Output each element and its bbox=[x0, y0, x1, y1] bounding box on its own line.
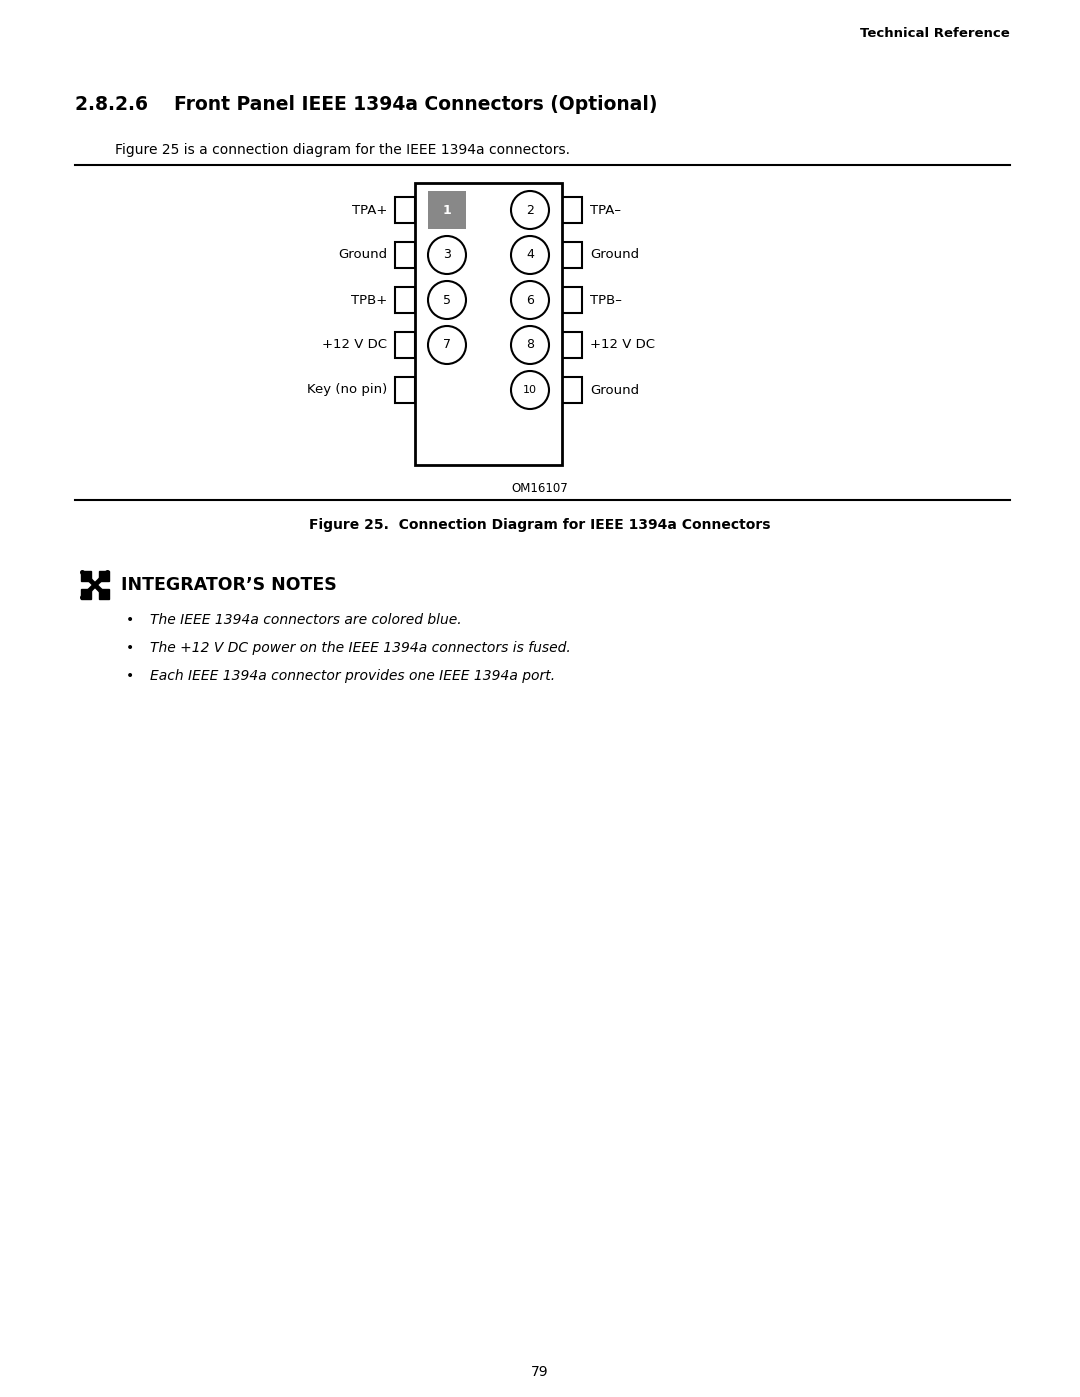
Text: Ground: Ground bbox=[590, 384, 639, 397]
Text: INTEGRATOR’S NOTES: INTEGRATOR’S NOTES bbox=[121, 576, 337, 594]
Bar bbox=[99, 571, 109, 581]
Text: Each IEEE 1394a connector provides one IEEE 1394a port.: Each IEEE 1394a connector provides one I… bbox=[150, 669, 555, 683]
Bar bbox=[562, 332, 582, 358]
Text: +12 V DC: +12 V DC bbox=[322, 338, 387, 352]
Text: Figure 25.  Connection Diagram for IEEE 1394a Connectors: Figure 25. Connection Diagram for IEEE 1… bbox=[309, 518, 771, 532]
Text: 1: 1 bbox=[443, 204, 451, 217]
Bar bbox=[428, 191, 465, 229]
Circle shape bbox=[511, 236, 549, 274]
Text: 7: 7 bbox=[443, 338, 451, 352]
Text: 3: 3 bbox=[443, 249, 451, 261]
Text: 6: 6 bbox=[526, 293, 534, 306]
Bar bbox=[562, 242, 582, 268]
Bar bbox=[81, 571, 91, 581]
Text: TPA–: TPA– bbox=[590, 204, 621, 217]
Text: •: • bbox=[126, 613, 134, 627]
Text: •: • bbox=[126, 641, 134, 655]
Text: 5: 5 bbox=[443, 293, 451, 306]
Text: 8: 8 bbox=[526, 338, 534, 352]
Text: 79: 79 bbox=[531, 1365, 549, 1379]
Bar bbox=[562, 286, 582, 313]
Bar bbox=[395, 242, 415, 268]
Text: 2: 2 bbox=[526, 204, 534, 217]
Text: 2.8.2.6    Front Panel IEEE 1394a Connectors (Optional): 2.8.2.6 Front Panel IEEE 1394a Connector… bbox=[75, 95, 658, 115]
Text: +12 V DC: +12 V DC bbox=[590, 338, 654, 352]
Text: 4: 4 bbox=[526, 249, 534, 261]
Text: Key (no pin): Key (no pin) bbox=[307, 384, 387, 397]
Text: TPB+: TPB+ bbox=[351, 293, 387, 306]
Text: Technical Reference: Technical Reference bbox=[861, 27, 1010, 41]
Text: The +12 V DC power on the IEEE 1394a connectors is fused.: The +12 V DC power on the IEEE 1394a con… bbox=[150, 641, 570, 655]
Text: Figure 25 is a connection diagram for the IEEE 1394a connectors.: Figure 25 is a connection diagram for th… bbox=[114, 142, 570, 156]
Circle shape bbox=[428, 281, 465, 319]
Bar bbox=[395, 332, 415, 358]
Circle shape bbox=[511, 191, 549, 229]
Bar bbox=[99, 588, 109, 599]
Text: TPA+: TPA+ bbox=[352, 204, 387, 217]
Bar bbox=[81, 588, 91, 599]
Text: Ground: Ground bbox=[338, 249, 387, 261]
Bar bbox=[562, 197, 582, 224]
Text: TPB–: TPB– bbox=[590, 293, 622, 306]
Circle shape bbox=[428, 236, 465, 274]
Circle shape bbox=[428, 326, 465, 365]
Circle shape bbox=[511, 326, 549, 365]
Circle shape bbox=[511, 372, 549, 409]
Text: OM16107: OM16107 bbox=[512, 482, 568, 495]
Text: 10: 10 bbox=[523, 386, 537, 395]
Bar bbox=[562, 377, 582, 402]
Bar bbox=[415, 183, 562, 465]
Bar bbox=[395, 286, 415, 313]
Circle shape bbox=[511, 281, 549, 319]
Bar bbox=[395, 377, 415, 402]
Bar bbox=[395, 197, 415, 224]
Text: •: • bbox=[126, 669, 134, 683]
Text: The IEEE 1394a connectors are colored blue.: The IEEE 1394a connectors are colored bl… bbox=[150, 613, 461, 627]
Text: Ground: Ground bbox=[590, 249, 639, 261]
